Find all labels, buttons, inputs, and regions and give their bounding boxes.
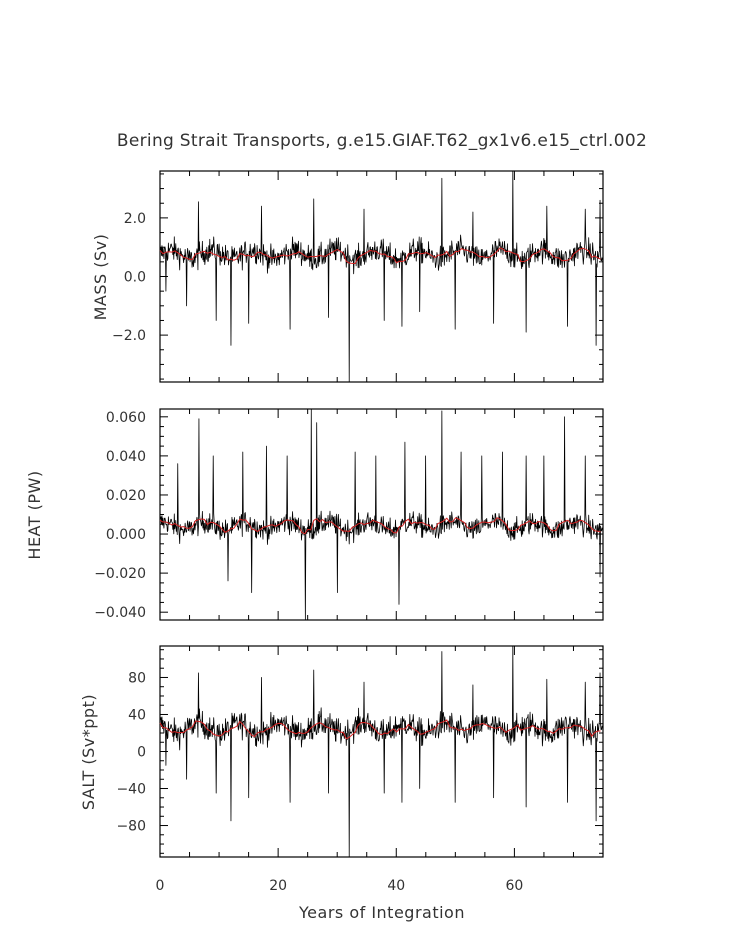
xtick-label: 0 <box>156 878 165 894</box>
heat-ytick-label: 0.020 <box>106 488 146 504</box>
salt-ytick-label: 40 <box>128 707 146 723</box>
salt-annual-mean-series <box>159 719 601 740</box>
chart-title: Bering Strait Transports, g.e15.GIAF.T62… <box>117 131 647 151</box>
heat-plot-frame <box>159 408 604 621</box>
heat-ylabel: HEAT (PW) <box>25 470 44 559</box>
heat-annual-mean-series <box>159 517 601 535</box>
heat-ytick-label: −0.040 <box>94 605 146 621</box>
salt-ytick-label: −40 <box>116 782 146 798</box>
mass-plot-frame <box>159 170 604 383</box>
salt-ylabel: SALT (Sv*ppt) <box>79 694 98 810</box>
salt-ytick-label: −80 <box>116 819 146 835</box>
heat-ytick-label: 0.060 <box>106 410 146 426</box>
heat-monthly-series <box>159 408 604 621</box>
mass-annual-mean-series <box>159 247 601 265</box>
salt-ytick-label: 0 <box>137 745 146 761</box>
mass-ylabel: MASS (Sv) <box>91 234 110 321</box>
xtick-label: 20 <box>269 878 287 894</box>
heat-ytick-label: −0.020 <box>94 566 146 582</box>
salt-panel: SALT (Sv*ppt) 80 40 0 −40 −80 <box>79 645 604 858</box>
salt-monthly-series <box>159 645 604 858</box>
mass-ytick-label: 2.0 <box>124 211 146 227</box>
heat-ytick-label: 0.040 <box>106 449 146 465</box>
mass-panel: MASS (Sv) 2.0 0.0 −2.0 <box>91 170 604 383</box>
mass-monthly-series <box>159 170 604 383</box>
xtick-label: 40 <box>387 878 405 894</box>
x-axis-label: Years of Integration <box>298 903 465 922</box>
salt-ytick-label: 80 <box>128 670 146 686</box>
mass-ytick-label: 0.0 <box>124 270 146 286</box>
heat-panel: HEAT (PW) 0.060 0.040 0.020 0.000 −0.020 −0.0… <box>25 408 604 621</box>
mass-ytick-label: −2.0 <box>112 328 146 344</box>
xtick-label: 60 <box>505 878 523 894</box>
salt-plot-frame <box>159 645 604 858</box>
heat-ytick-label: 0.000 <box>106 527 146 543</box>
